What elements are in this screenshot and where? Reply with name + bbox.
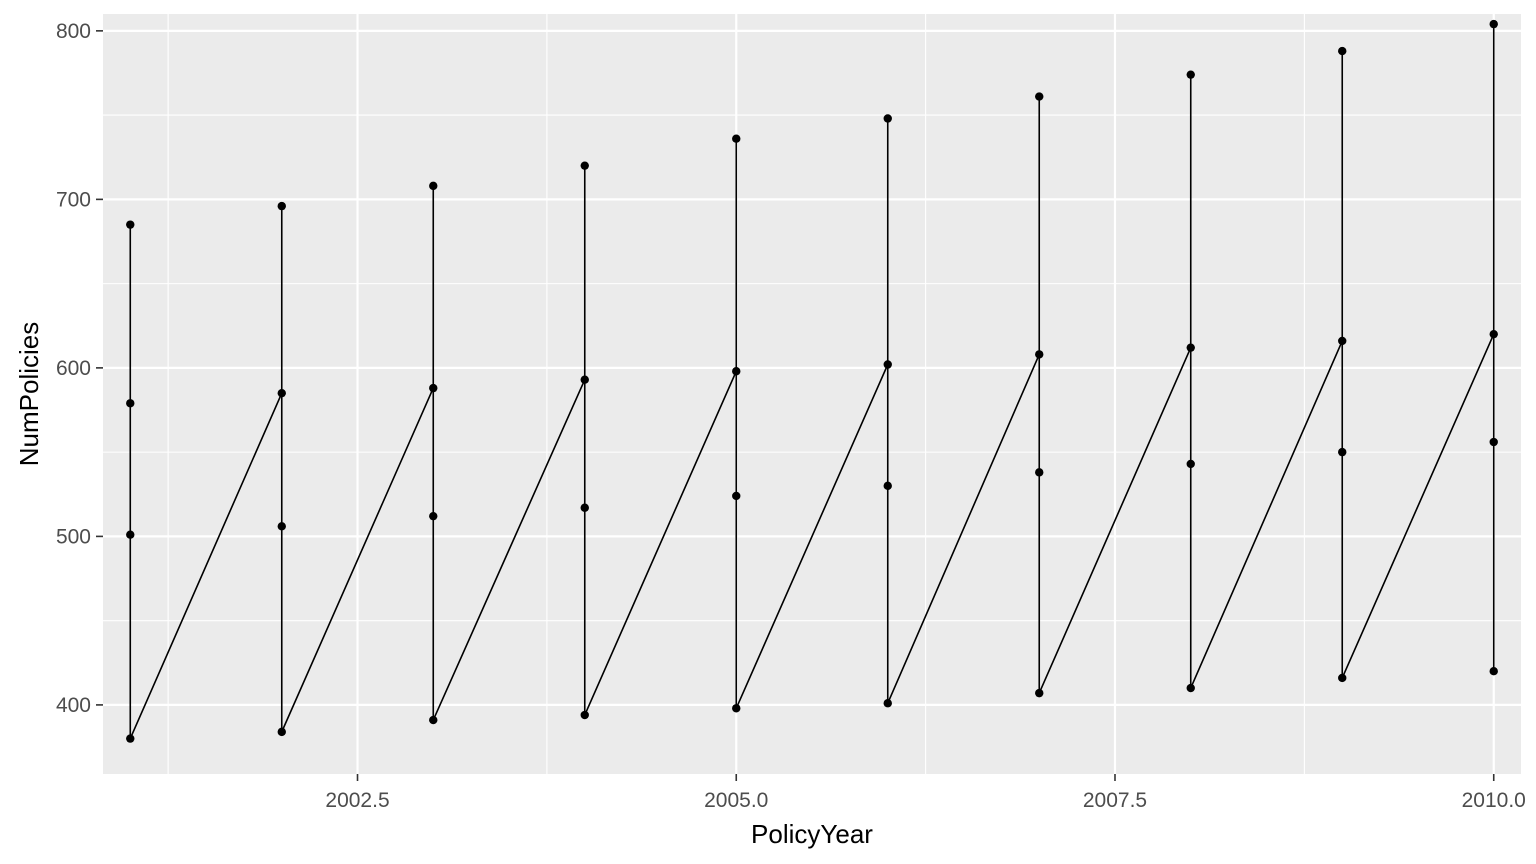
data-point — [1186, 683, 1195, 693]
data-point — [1338, 336, 1347, 346]
data-point — [883, 699, 892, 708]
data-point — [126, 220, 135, 229]
data-point — [1035, 468, 1044, 477]
data-point — [1186, 459, 1195, 469]
data-point — [732, 704, 741, 713]
data-point — [429, 511, 438, 521]
data-point — [1489, 19, 1498, 29]
data-point — [1035, 350, 1044, 359]
data-point — [126, 399, 135, 408]
data-point — [1489, 329, 1498, 339]
y-tick-label: 700 — [56, 188, 91, 211]
data-point — [1338, 673, 1347, 683]
data-point — [580, 710, 589, 720]
data-point — [277, 201, 286, 211]
minor-gridlines — [103, 14, 1521, 774]
y-axis: 400 500 600 700 800 — [56, 20, 103, 717]
data-point — [429, 715, 438, 725]
y-tick-label: 500 — [56, 525, 91, 548]
x-tick-label: 2002.5 — [325, 789, 389, 812]
data-point — [883, 360, 892, 369]
data-point — [883, 114, 892, 123]
data-point — [732, 491, 741, 501]
x-axis-title: PolicyYear — [751, 819, 873, 849]
data-point — [1338, 447, 1347, 457]
x-tick-label: 2007.5 — [1083, 789, 1147, 812]
data-points — [126, 19, 1498, 743]
series-line — [129, 23, 1495, 740]
data-point — [1489, 667, 1498, 676]
data-point — [1338, 46, 1347, 56]
panel-background — [103, 14, 1521, 774]
data-point — [126, 530, 135, 539]
x-axis: 2002.5 2005.0 2007.5 2010.0 — [325, 774, 1526, 812]
data-point — [1489, 437, 1498, 447]
y-tick-label: 800 — [56, 20, 91, 43]
data-point — [126, 734, 135, 743]
data-point — [883, 481, 892, 491]
data-point — [1035, 92, 1044, 101]
data-point — [1186, 70, 1195, 79]
data-point — [732, 367, 741, 376]
data-point — [580, 503, 589, 512]
x-tick-label: 2005.0 — [704, 789, 768, 812]
y-tick-label: 600 — [56, 357, 91, 380]
data-point — [1186, 343, 1195, 352]
x-tick-label: 2010.0 — [1462, 789, 1526, 812]
y-tick-label: 400 — [56, 694, 91, 717]
data-point — [580, 375, 589, 384]
data-point — [732, 134, 741, 143]
y-axis-title: NumPolicies — [14, 322, 44, 467]
data-point — [1035, 688, 1044, 698]
data-point — [277, 522, 286, 531]
data-point — [429, 383, 438, 393]
data-lines — [129, 23, 1495, 740]
data-point — [429, 181, 438, 191]
data-point — [580, 161, 589, 170]
data-point — [277, 388, 286, 398]
data-point — [277, 727, 286, 737]
